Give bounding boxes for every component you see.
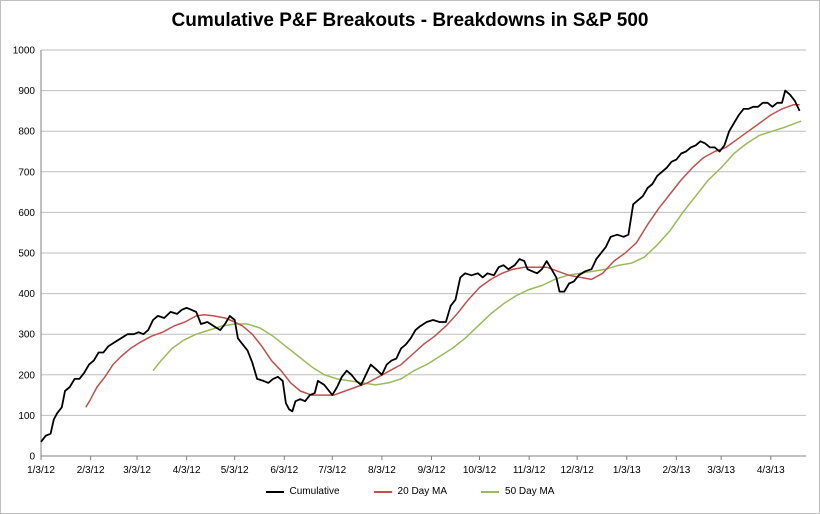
y-tick-label-300: 300 bbox=[18, 330, 35, 341]
legend-item-cumulative: Cumulative bbox=[265, 486, 340, 497]
x-tick-label-12: 1/3/13 bbox=[613, 465, 641, 476]
y-tick-label-100: 100 bbox=[18, 411, 35, 422]
chart-title: Cumulative P&F Breakouts - Breakdowns in… bbox=[171, 10, 649, 31]
x-tick-label-9: 10/3/12 bbox=[463, 465, 497, 476]
y-tick-label-0: 0 bbox=[29, 452, 35, 463]
x-tick-label-6: 7/3/12 bbox=[318, 465, 346, 476]
x-tick-label-10: 11/3/12 bbox=[513, 465, 546, 476]
x-tick-label-15: 4/3/13 bbox=[757, 465, 785, 476]
x-tick-label-7: 8/3/12 bbox=[368, 465, 396, 476]
y-tick-label-700: 700 bbox=[18, 167, 35, 178]
series-line-cumulative bbox=[40, 89, 801, 443]
legend: Cumulative 20 Day MA 50 Day MA bbox=[0, 486, 820, 497]
x-tick-label-14: 3/3/13 bbox=[707, 465, 735, 476]
gridlines bbox=[41, 49, 806, 416]
y-tick-label-400: 400 bbox=[18, 289, 35, 300]
axes bbox=[40, 50, 806, 460]
x-tick-label-1: 2/3/12 bbox=[77, 465, 105, 476]
legend-swatch-20-day-ma bbox=[373, 490, 392, 493]
x-tick-label-3: 4/3/12 bbox=[173, 465, 201, 476]
x-tick-label-5: 6/3/12 bbox=[270, 465, 298, 476]
y-tick-label-200: 200 bbox=[18, 370, 35, 381]
y-tick-label-500: 500 bbox=[18, 249, 35, 260]
legend-item-20-day-ma: 20 Day MA bbox=[373, 486, 448, 497]
x-tick-label-0: 1/3/12 bbox=[27, 465, 55, 476]
y-tick-labels: 0 100 200 300 400 500 600 700 800 900 1000 bbox=[13, 46, 36, 463]
x-tick-label-4: 5/3/12 bbox=[221, 465, 249, 476]
legend-swatch-cumulative bbox=[265, 490, 284, 493]
legend-swatch-50-day-ma bbox=[481, 490, 500, 493]
y-tick-label-600: 600 bbox=[18, 208, 35, 219]
x-tick-label-2: 3/3/12 bbox=[123, 465, 151, 476]
series-line-20-day-ma bbox=[85, 104, 800, 408]
y-tick-label-800: 800 bbox=[18, 127, 35, 138]
x-tick-labels: 1/3/12 2/3/12 3/3/12 4/3/12 5/3/12 6/3/12 7/3/… bbox=[27, 465, 785, 476]
legend-label-20-day-ma: 20 Day MA bbox=[397, 486, 448, 497]
legend-item-50-day-ma: 50 Day MA bbox=[481, 486, 554, 497]
series-lines bbox=[40, 89, 802, 443]
legend-label-cumulative: Cumulative bbox=[289, 486, 340, 497]
series-line-50-day-ma bbox=[152, 120, 802, 386]
y-tick-label-900: 900 bbox=[18, 86, 35, 97]
x-tick-label-8: 9/3/12 bbox=[418, 465, 446, 476]
legend-label-50-day-ma: 50 Day MA bbox=[505, 486, 555, 497]
x-tick-label-11: 12/3/12 bbox=[560, 465, 594, 476]
y-tick-label-1000: 1000 bbox=[13, 46, 36, 57]
x-tick-label-13: 2/3/13 bbox=[662, 465, 690, 476]
